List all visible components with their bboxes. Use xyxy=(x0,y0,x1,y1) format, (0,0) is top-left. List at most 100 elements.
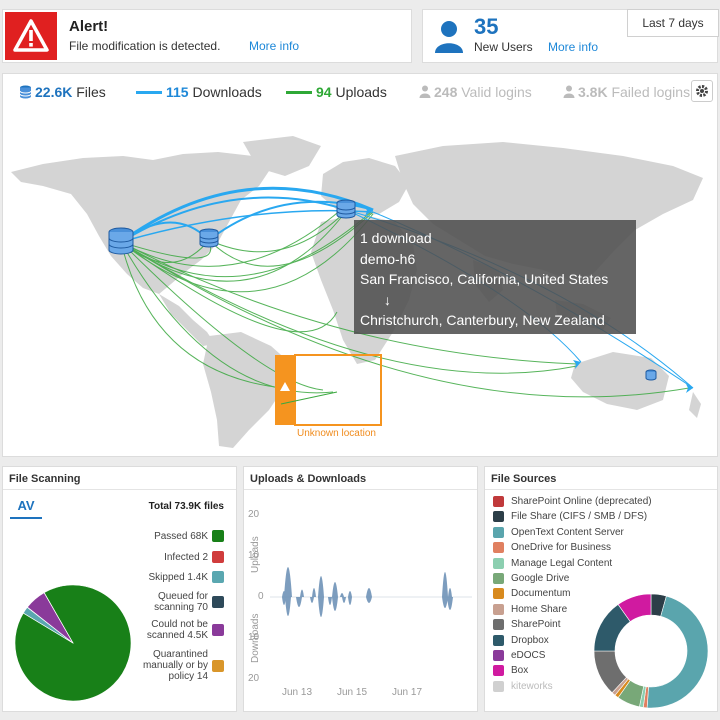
scan-legend-item[interactable]: Quarantined manually or by policy 14 xyxy=(134,649,224,682)
source-legend-label: Dropbox xyxy=(511,634,549,646)
failed-logins-count: 3.8K xyxy=(578,84,608,100)
source-legend-item[interactable]: OpenText Content Server xyxy=(493,526,624,538)
source-legend-item[interactable]: Documentum xyxy=(493,588,570,600)
source-legend-item[interactable]: Manage Legal Content xyxy=(493,557,612,569)
activity-map-card: 22.6K Files 115 Downloads 94 Uploads 248… xyxy=(2,73,718,457)
source-donut-slice[interactable] xyxy=(614,678,631,698)
scan-total: Total 73.9K files xyxy=(148,501,224,512)
source-donut-slice[interactable] xyxy=(593,604,631,652)
scan-pie-slice[interactable] xyxy=(43,592,74,644)
stat-valid-logins[interactable]: 248 Valid logins xyxy=(419,84,532,100)
source-legend-swatch xyxy=(493,496,504,507)
source-legend-label: kiteworks xyxy=(511,680,553,692)
source-legend-item[interactable]: OneDrive for Business xyxy=(493,542,611,554)
files-count: 22.6K xyxy=(35,84,73,100)
scan-legend-item[interactable]: Queued for scanning 70 xyxy=(134,591,224,613)
source-legend-label: Google Drive xyxy=(511,573,570,584)
x-tick-jun-17: Jun 17 xyxy=(392,687,422,698)
scan-legend-item[interactable]: Passed 68K xyxy=(154,530,224,542)
source-legend-item[interactable]: Google Drive xyxy=(493,573,569,584)
server-icon-europe[interactable] xyxy=(336,199,356,219)
source-legend-swatch xyxy=(493,511,504,523)
scan-pie-slice[interactable] xyxy=(26,606,74,644)
map-settings-button[interactable] xyxy=(691,80,713,102)
scan-legend-item[interactable]: Infected 2 xyxy=(164,551,224,563)
tooltip-destination: Christchurch, Canterbury, New Zealand xyxy=(360,312,605,328)
download-spikes xyxy=(282,597,453,617)
source-donut-slice[interactable] xyxy=(617,593,652,623)
source-legend-swatch xyxy=(493,588,504,600)
scan-pie-slice[interactable] xyxy=(22,612,74,644)
server-icon-australia[interactable] xyxy=(645,369,657,381)
y-tick-zero: 0 xyxy=(258,591,264,602)
downloads-line-swatch xyxy=(136,90,162,94)
source-legend-label: File Share (CIFS / SMB / DFS) xyxy=(511,511,648,523)
map-tooltip: 1 download demo-h6 San Francisco, Califo… xyxy=(354,220,636,334)
stat-uploads[interactable]: 94 Uploads xyxy=(286,84,387,100)
source-donut-slice[interactable] xyxy=(593,650,627,694)
user-icon xyxy=(419,85,431,98)
source-legend-item[interactable]: Home Share xyxy=(493,603,567,615)
scan-legend-label: Infected 2 xyxy=(164,551,208,563)
source-legend-item[interactable]: SharePoint Online (deprecated) xyxy=(493,496,652,507)
scan-pie-slice[interactable] xyxy=(22,606,74,644)
database-icon xyxy=(19,85,32,99)
divider xyxy=(3,489,236,490)
divider xyxy=(244,489,477,490)
server-icon-us-east[interactable] xyxy=(199,228,219,248)
source-donut-slice[interactable] xyxy=(617,679,645,708)
tooltip-arrow: ↓ xyxy=(384,291,391,308)
user-icon xyxy=(563,85,575,98)
scan-legend-label: Skipped 1.4K xyxy=(148,571,209,583)
date-range-select[interactable]: Last 7 days xyxy=(627,9,719,37)
y-axis-downloads-label: Downloads xyxy=(250,614,261,663)
failed-logins-label: Failed logins xyxy=(611,84,691,100)
warning-icon xyxy=(13,19,49,52)
source-legend-item[interactable]: Dropbox xyxy=(493,634,549,646)
scan-legend-label: Quarantined manually or by policy 14 xyxy=(142,649,208,682)
stat-failed-logins[interactable]: 3.8K Failed logins xyxy=(563,84,690,100)
source-legend-swatch xyxy=(493,650,504,661)
users-more-info-link[interactable]: More info xyxy=(548,40,599,54)
source-donut-slice[interactable] xyxy=(646,595,709,709)
uploads-downloads-title: Uploads & Downloads xyxy=(250,473,367,485)
uploads-downloads-chart: 20 10 0 10 20 Uploads Downloads xyxy=(248,509,472,698)
gear-icon xyxy=(696,85,708,97)
scan-legend-swatch xyxy=(212,571,224,583)
source-donut-slice[interactable] xyxy=(611,676,629,696)
source-donut-slice[interactable] xyxy=(650,593,667,617)
source-donut-slice[interactable] xyxy=(642,686,649,709)
tooltip-origin: San Francisco, California, United States xyxy=(360,271,609,287)
unknown-location-box[interactable] xyxy=(275,354,382,426)
tab-av[interactable]: AV xyxy=(10,495,42,519)
stat-files: 22.6K Files xyxy=(19,84,106,100)
scan-pie-slice[interactable] xyxy=(14,584,132,702)
new-users-label: New Users xyxy=(474,40,533,54)
scan-legend-swatch xyxy=(212,551,224,563)
scan-legend-swatch xyxy=(212,530,224,542)
source-legend-label: SharePoint Online (deprecated) xyxy=(511,496,652,507)
scan-legend-label: Could not be scanned 4.5K xyxy=(146,619,208,641)
y-tick-top: 20 xyxy=(248,509,260,520)
server-icon-sf[interactable] xyxy=(108,227,134,255)
source-legend-item[interactable]: eDOCS xyxy=(493,650,545,661)
files-label: Files xyxy=(76,84,106,100)
source-legend-item[interactable]: kiteworks xyxy=(493,680,553,692)
source-legend-swatch xyxy=(493,603,504,615)
source-legend-item[interactable]: Box xyxy=(493,665,528,677)
source-legend-item[interactable]: SharePoint xyxy=(493,619,560,631)
source-legend-swatch xyxy=(493,680,504,692)
scan-legend-swatch xyxy=(212,624,224,636)
stat-downloads[interactable]: 115 Downloads xyxy=(136,84,262,100)
source-donut-slice[interactable] xyxy=(639,685,647,708)
alert-more-info-link[interactable]: More info xyxy=(249,39,300,53)
file-sources-title: File Sources xyxy=(491,473,557,485)
scan-legend-item[interactable]: Skipped 1.4K xyxy=(148,571,224,583)
source-legend-item[interactable]: File Share (CIFS / SMB / DFS) xyxy=(493,511,648,523)
user-icon xyxy=(435,21,463,53)
scan-pie-slice[interactable] xyxy=(27,592,74,644)
y-tick-bottom: 20 xyxy=(248,673,260,684)
alert-message: File modification is detected. xyxy=(69,39,221,53)
new-users-count: 35 xyxy=(474,14,499,39)
scan-legend-item[interactable]: Could not be scanned 4.5K xyxy=(134,619,224,641)
